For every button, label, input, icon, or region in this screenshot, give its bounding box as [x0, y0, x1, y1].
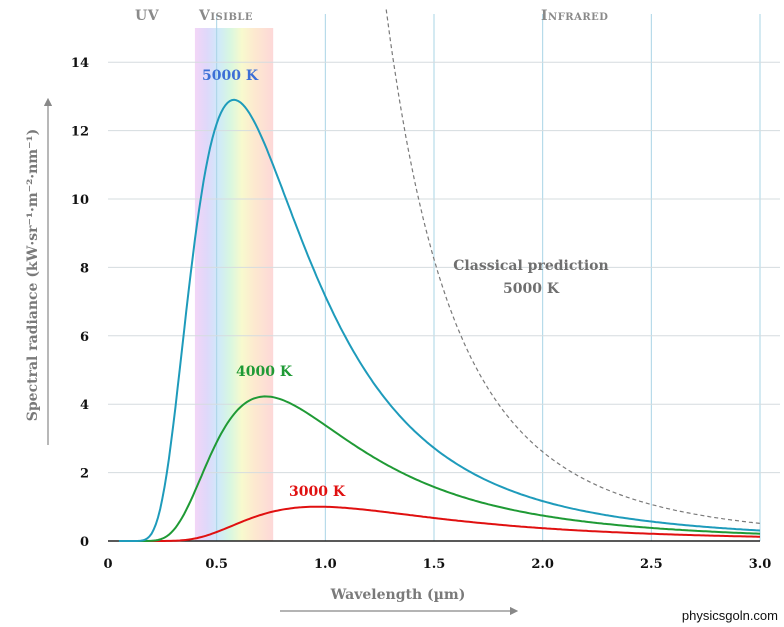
classical-label-line1: Classical prediction: [453, 258, 608, 274]
y-tick-label: 12: [71, 125, 89, 140]
visible-band: [194, 28, 274, 541]
y-tick-label: 2: [80, 467, 89, 482]
x-tick-label: 0: [103, 557, 112, 572]
y-tick-label: 8: [80, 261, 89, 276]
credit-text: physicsgoln.com: [682, 608, 778, 623]
y-tick-label: 10: [71, 193, 89, 208]
curve-5000k: [118, 98, 761, 542]
y-tick-labels: 0 2 4 6 8 10 12 14: [71, 56, 89, 550]
x-tick-label: 2.5: [640, 557, 663, 572]
region-label-infrared: Infrared: [541, 8, 608, 24]
grid: [108, 14, 780, 541]
y-tick-label: 14: [71, 56, 89, 71]
x-tick-label: 2.0: [531, 557, 554, 572]
classical-prediction-curve: [385, 9, 761, 524]
x-axis-title: Wavelength (µm): [330, 587, 466, 603]
x-tick-label: 1.0: [314, 557, 337, 572]
region-label-uv: UV: [135, 8, 160, 24]
region-label-visible: Visible: [198, 8, 253, 24]
y-tick-label: 4: [80, 398, 89, 413]
x-tick-labels: 0 0.5 1.0 1.5 2.0 2.5 3.0: [103, 557, 771, 572]
y-tick-label: 6: [80, 330, 89, 345]
x-tick-label: 0.5: [205, 557, 228, 572]
label-4000k: 4000 K: [236, 364, 293, 380]
classical-label-line2: 5000 K: [503, 281, 560, 297]
x-tick-label: 1.5: [423, 557, 446, 572]
y-tick-label: 0: [80, 535, 89, 550]
label-3000k: 3000 K: [289, 484, 346, 500]
x-tick-label: 3.0: [749, 557, 772, 572]
y-axis-title: Spectral radiance (kW·sr⁻¹·m⁻²·nm⁻¹): [25, 129, 41, 421]
curve-4000k: [118, 395, 761, 542]
label-5000k: 5000 K: [202, 68, 259, 84]
curve-3000k: [118, 505, 760, 542]
